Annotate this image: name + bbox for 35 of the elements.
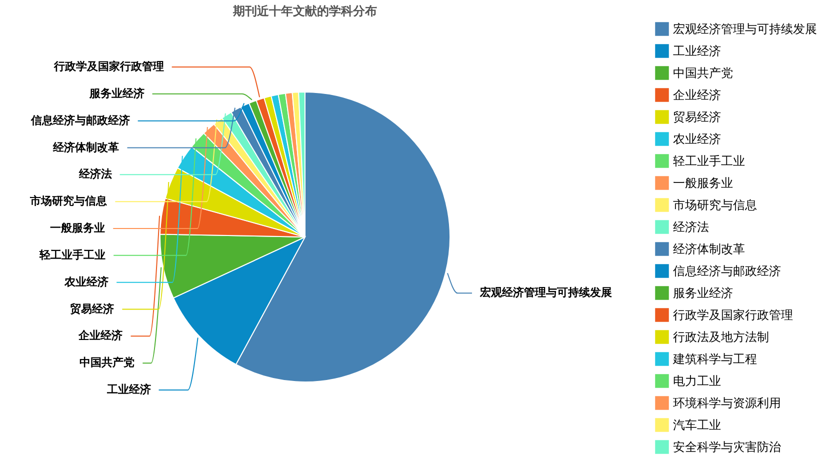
slice-label: 经济法 [78,168,112,181]
legend-label: 农业经济 [673,132,721,146]
slice-label: 市场研究与信息 [29,194,108,208]
legend-label: 安全科学与灾害防治 [673,440,781,454]
slice-label: 一般服务业 [50,222,106,234]
slice-label: 农业经济 [64,275,109,288]
slice-label: 经济体制改革 [52,140,120,154]
legend-label: 经济法 [673,220,709,234]
legend-label: 汽车工业 [673,418,721,432]
legend-label: 环境科学与资源利用 [673,396,781,410]
legend-label: 轻工业手工业 [673,154,745,168]
legend-label: 行政法及地方法制 [673,330,769,344]
legend-label: 服务业经济 [673,286,733,300]
legend-label: 宏观经济管理与可持续发展 [673,22,817,36]
legend-label: 一般服务业 [673,176,733,190]
legend-label: 市场研究与信息 [673,198,757,212]
legend-label: 电力工业 [673,374,721,388]
slice-label: 贸易经济 [70,302,114,316]
chart-title: 期刊近十年文献的学科分布 [232,4,377,18]
slice-label: 服务业经济 [88,86,144,100]
slice-label: 行政学及国家行政管理 [52,60,164,73]
legend-label: 中国共产党 [673,66,733,80]
slice-label: 轻工业手工业 [38,248,106,262]
legend-label: 行政学及国家行政管理 [673,308,793,322]
slice-label: 中国共产党 [80,356,135,370]
slice-label: 工业经济 [106,383,151,396]
legend-label: 企业经济 [673,88,721,102]
slice-label: 宏观经济管理与可持续发展 [479,286,612,300]
legend-label: 信息经济与邮政经济 [673,264,781,278]
legend-label: 建筑科学与工程 [672,352,757,366]
slice-label: 企业经济 [78,329,123,342]
slice-label: 信息经济与邮政经济 [30,114,130,127]
legend-label: 经济体制改革 [673,242,745,256]
legend-label: 贸易经济 [673,110,721,124]
legend-label: 工业经济 [673,44,721,58]
